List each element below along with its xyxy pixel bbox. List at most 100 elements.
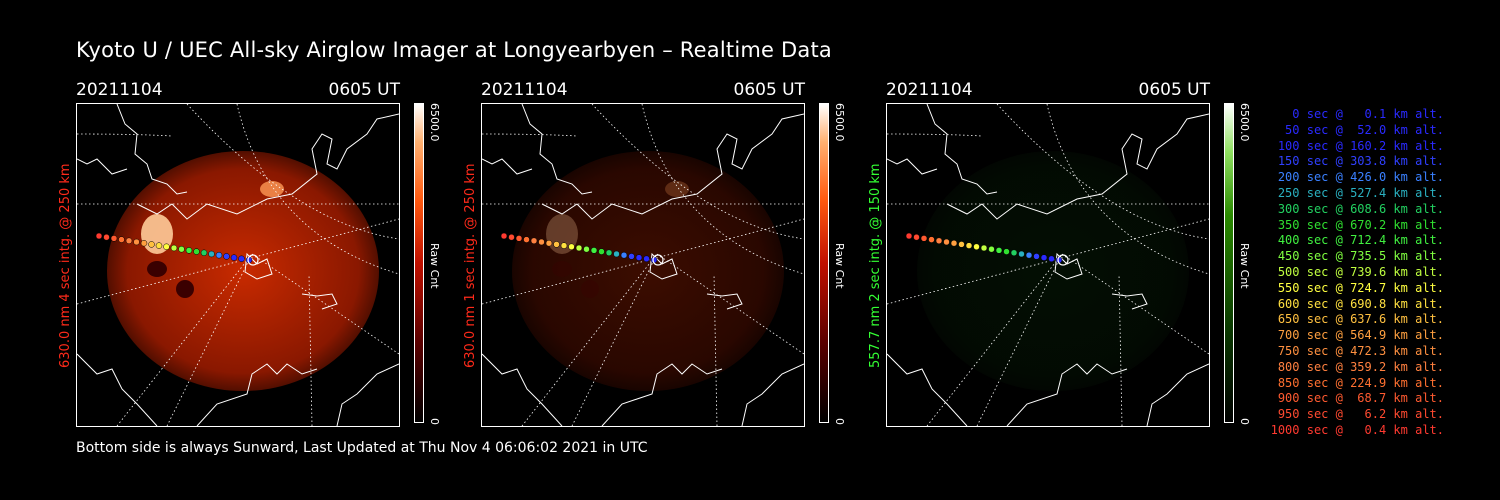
graticule: [77, 133, 173, 137]
panel-3-colorbar: [1224, 103, 1234, 423]
trajectory-point: [943, 238, 950, 246]
legend-entry: 400 sec @ 712.4 km alt.: [1277, 233, 1444, 248]
airglow-field: [917, 151, 1189, 391]
panel-1-ylabel: 630.0 nm 4 sec intg. @ 250 km: [58, 163, 73, 368]
island: [649, 252, 678, 280]
graticule: [591, 104, 804, 240]
legend-entry: 250 sec @ 527.4 km alt.: [1277, 185, 1444, 200]
dark-patch: [581, 280, 599, 298]
graticule: [521, 253, 658, 426]
trajectory-point: [1048, 255, 1055, 263]
legend-entry: 350 sec @ 670.2 km alt.: [1277, 217, 1444, 232]
panel-2-date: 20211104: [481, 80, 568, 100]
trajectory-point: [583, 245, 590, 253]
legend-entry: 850 sec @ 224.9 km alt.: [1277, 375, 1444, 390]
legend-entry: 750 sec @ 472.3 km alt.: [1277, 343, 1444, 358]
coastline: [482, 158, 533, 175]
page-title: Kyoto U / UEC All-sky Airglow Imager at …: [76, 38, 832, 62]
island: [1111, 293, 1148, 310]
coastline: [336, 363, 399, 426]
trajectory-point: [613, 250, 620, 258]
panel-2-cbar-min: 0: [833, 418, 846, 425]
trajectory-point: [185, 247, 193, 254]
station-marker: [652, 254, 664, 266]
panel-2-colorbar: [819, 103, 829, 423]
graticule: [1046, 104, 1209, 275]
panel-1-cbar-max: 6500.0: [428, 103, 441, 142]
graticule: [887, 133, 983, 137]
trajectory-point: [170, 244, 178, 252]
trajectory-point: [560, 242, 568, 249]
legend-entry: 300 sec @ 608.6 km alt.: [1277, 201, 1444, 216]
panel-2-time: 0605 UT: [733, 80, 806, 100]
coastline: [601, 363, 723, 426]
trajectory-point: [1003, 248, 1010, 255]
trajectory-point: [643, 255, 650, 263]
graticule: [713, 273, 718, 426]
coastline: [887, 158, 938, 175]
trajectory-point: [223, 253, 230, 260]
graticule: [641, 104, 804, 275]
coastline: [541, 113, 804, 220]
trajectory-point: [238, 255, 245, 263]
trajectory-point: [193, 248, 200, 255]
legend-entry: 150 sec @ 303.8 km alt.: [1277, 154, 1444, 169]
graticule: [236, 104, 399, 275]
trajectory-point: [208, 250, 215, 258]
trajectory-point: [965, 242, 973, 249]
coastline: [196, 363, 318, 426]
legend-entry: 700 sec @ 564.9 km alt.: [1277, 328, 1444, 343]
graticule: [116, 253, 253, 426]
trajectory-point: [920, 235, 928, 242]
trajectory-point: [230, 254, 238, 261]
trajectory-point: [620, 251, 628, 259]
trajectory-point: [155, 242, 163, 249]
trajectory-point: [133, 238, 140, 246]
trajectory-point: [1033, 253, 1040, 260]
trajectory-point: [928, 236, 935, 243]
panel-3-time: 0605 UT: [1138, 80, 1211, 100]
panel-1-image: [76, 103, 400, 427]
dark-patch: [147, 261, 167, 277]
legend-entry: 0 sec @ 0.1 km alt.: [1292, 107, 1444, 121]
panel-2-image: [481, 103, 805, 427]
panel-1-time: 0605 UT: [328, 80, 401, 100]
trajectory-point: [103, 233, 110, 241]
trajectory-point: [950, 239, 958, 247]
trajectory-point: [523, 236, 530, 243]
trajectory-point: [538, 238, 545, 246]
trajectory-point: [125, 237, 133, 245]
legend-entry: 50 sec @ 52.0 km alt.: [1285, 122, 1444, 137]
trajectory-point: [530, 237, 538, 245]
station-marker: [1057, 254, 1069, 266]
trajectory-point: [973, 243, 980, 251]
trajectory-point: [215, 251, 223, 259]
trajectory-point: [1025, 251, 1033, 259]
legend-entry: 650 sec @ 637.6 km alt.: [1277, 312, 1444, 327]
trajectory-point: [635, 254, 643, 261]
island: [706, 293, 743, 310]
bright-patch: [260, 181, 284, 197]
coastline: [482, 353, 563, 426]
trajectory-point: [140, 239, 148, 247]
trajectory-point: [163, 243, 170, 251]
trajectory-point: [575, 244, 583, 252]
coastline: [926, 104, 998, 195]
trajectory-point: [590, 247, 598, 254]
legend-entry: 950 sec @ 6.2 km alt.: [1277, 407, 1444, 422]
coastline: [77, 158, 128, 175]
legend-entry: 600 sec @ 690.8 km alt.: [1277, 296, 1444, 311]
legend-entry: 800 sec @ 359.2 km alt.: [1277, 359, 1444, 374]
graticule: [1118, 273, 1123, 426]
trajectory-point: [200, 249, 208, 257]
panel-1-colorbar: [414, 103, 424, 423]
coastline: [1006, 363, 1128, 426]
trajectory-point: [500, 232, 508, 240]
trajectory-point: [1040, 254, 1048, 261]
graticule: [482, 133, 578, 137]
trajectory-point: [1010, 249, 1018, 257]
trajectory-point: [545, 239, 553, 247]
trajectory-point: [935, 237, 943, 245]
panel-1-date: 20211104: [76, 80, 163, 100]
coastline: [887, 353, 968, 426]
